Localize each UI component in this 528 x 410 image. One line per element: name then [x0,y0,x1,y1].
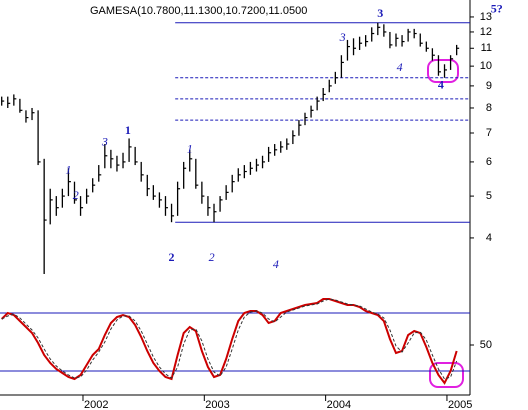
y-tick-label: 6 [486,156,492,168]
highlight [429,362,464,388]
y-tick-label: 4 [486,232,492,244]
y-tick-label: 5 [486,190,492,202]
wave-label: 3 [377,6,383,20]
wave-label: 1 [125,123,131,137]
y-tick-label: 12 [480,26,492,38]
y-tick-label: 9 [486,80,492,92]
wave-label: 2 [209,250,215,264]
wave-label: 4 [397,60,403,74]
wave-label: 4 [438,78,444,92]
y-tick-label: 11 [481,42,492,54]
wave-label: 3 [339,30,346,44]
wave-label: 5? [491,2,503,16]
x-tick-label: 2002 [84,399,108,410]
y-tick-label: 10 [480,60,492,72]
oscillator-line [1,298,458,380]
wave-label: 1 [65,163,71,177]
chart-title: GAMESA(10.7800,11.1300,10.7200,11.0500 [90,5,307,17]
wave-label: 4 [273,257,279,271]
y-tick-label: 8 [486,102,492,114]
y-tick-label: 13 [480,11,492,23]
x-tick-label: 2005 [448,399,472,410]
wave-label: 2 [73,188,79,202]
wave-label: 1 [187,142,193,156]
wave-label: 3 [101,135,108,149]
y-tick-label: 50 [480,339,492,351]
highlight [427,59,459,83]
wave-label: 2 [169,250,175,264]
oscillator-line [0,298,458,385]
y-tick-label: 7 [486,127,492,139]
x-tick-label: 2003 [205,399,229,410]
x-tick-label: 2004 [327,399,351,410]
